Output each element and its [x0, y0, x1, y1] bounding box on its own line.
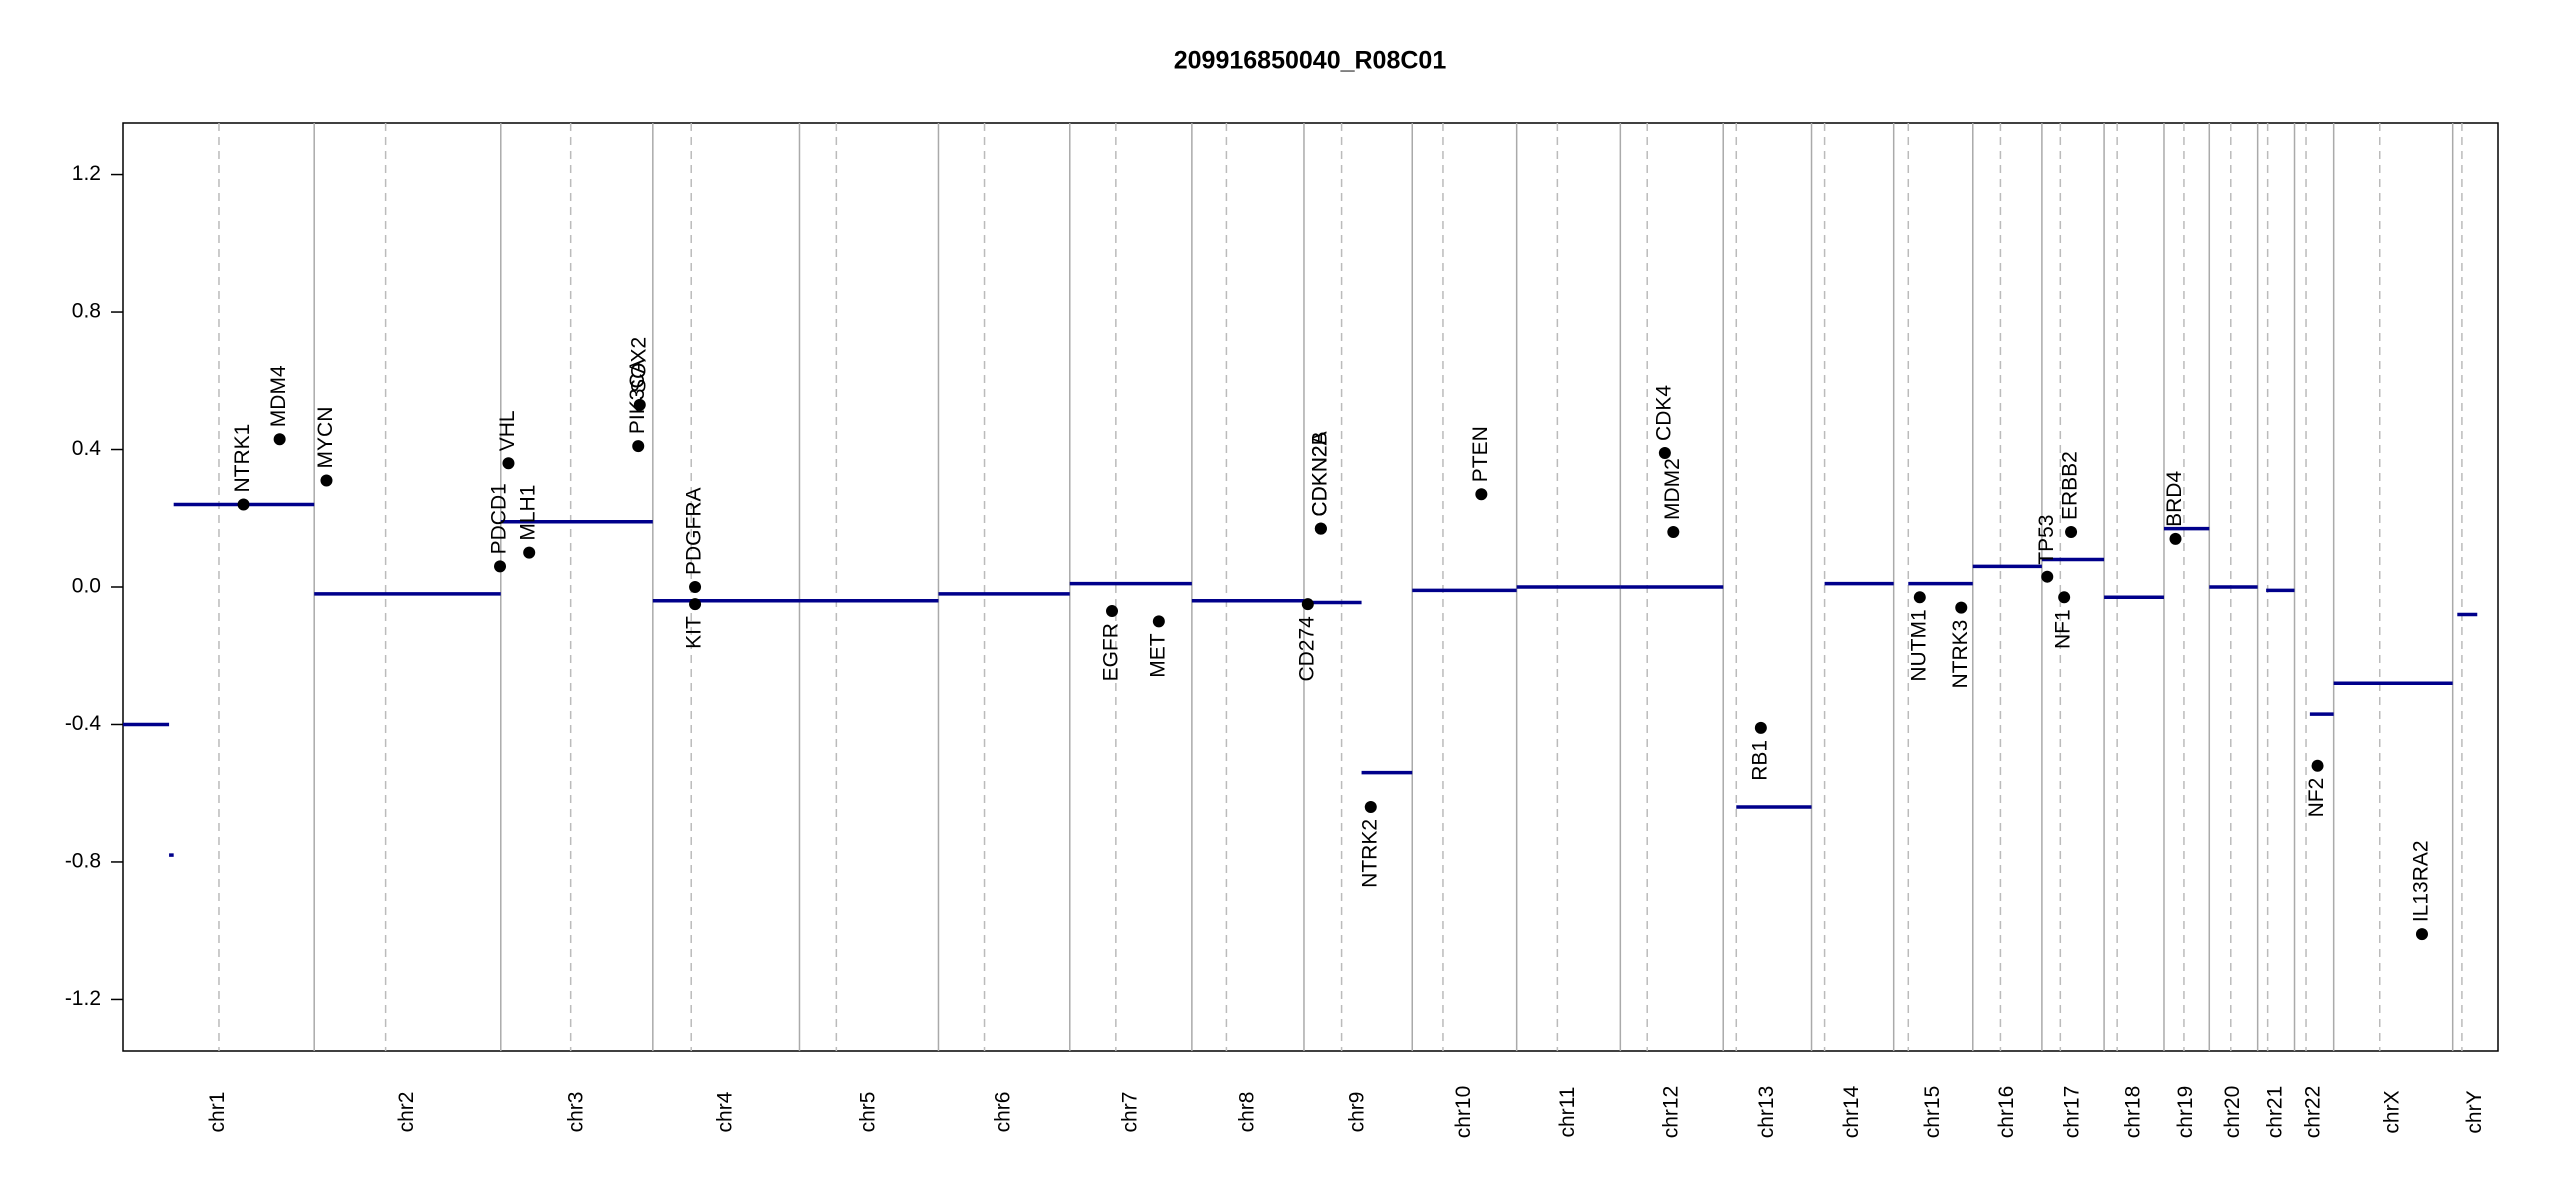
y-tick-label: -1.2 — [65, 987, 101, 1010]
gene-point — [1667, 526, 1680, 539]
chromosome-label: chr8 — [1235, 1092, 1258, 1133]
chromosome-label: chr22 — [2302, 1086, 2325, 1139]
gene-point — [523, 546, 536, 559]
gene-label: EGFR — [1100, 623, 1123, 681]
chart-title: 209916850040_R08C01 — [1174, 47, 1447, 75]
gene-label: MYCN — [314, 407, 337, 469]
gene-label: NF2 — [2305, 778, 2328, 818]
gene-label: MDM2 — [1661, 458, 1684, 520]
y-tick-label: 0.0 — [72, 575, 101, 598]
y-tick-label: 0.4 — [72, 437, 102, 460]
gene-point — [1314, 522, 1327, 535]
chromosome-label: chr19 — [2174, 1086, 2197, 1139]
gene-point — [2058, 591, 2071, 604]
gene-label: PDCD1 — [488, 483, 511, 554]
gene-point — [2041, 570, 2054, 583]
gene-label: ERBB2 — [2059, 451, 2082, 520]
gene-label: MET — [1146, 633, 1169, 678]
gene-label: KIT — [683, 616, 706, 649]
gene-point — [502, 457, 515, 470]
chromosome-label: chr4 — [714, 1091, 737, 1132]
gene-point — [237, 498, 250, 511]
gene-label: PDGFRA — [683, 487, 706, 575]
gene-label: IL13RA2 — [2410, 840, 2433, 922]
gene-label: PTEN — [1469, 426, 1492, 482]
chromosome-label: chr2 — [395, 1092, 418, 1133]
gene-label: BRD4 — [2163, 471, 2186, 527]
chromosome-label: chr10 — [1452, 1086, 1475, 1139]
y-tick-label: -0.8 — [65, 850, 101, 873]
gene-label: NTRK2 — [1358, 819, 1381, 888]
chromosome-label: chr20 — [2221, 1086, 2244, 1139]
gene-point — [1106, 605, 1119, 618]
gene-point — [494, 560, 507, 573]
chromosome-label: chr21 — [2264, 1086, 2287, 1139]
chromosome-label: chr14 — [1840, 1085, 1863, 1138]
gene-point — [689, 581, 702, 593]
gene-label: MLH1 — [517, 485, 540, 541]
chromosome-label: chr3 — [564, 1092, 587, 1133]
gene-label: RB1 — [1748, 740, 1771, 781]
gene-point — [1754, 721, 1767, 734]
gene-label: MDM4 — [267, 365, 290, 427]
gene-point — [1658, 446, 1671, 459]
chromosome-label: chr5 — [857, 1092, 880, 1133]
gene-point — [633, 398, 646, 411]
gene-point — [1955, 601, 1968, 614]
gene-label: CD274 — [1295, 616, 1318, 682]
gene-label: NF1 — [2052, 609, 2075, 649]
y-tick-label: 1.2 — [72, 162, 101, 185]
gene-point — [632, 440, 645, 453]
gene-point — [1152, 615, 1165, 628]
chromosome-label: chr15 — [1921, 1086, 1944, 1139]
chromosome-label: chr9 — [1346, 1092, 1369, 1133]
gene-point — [273, 433, 286, 446]
gene-point — [689, 598, 702, 611]
chromosome-label: chrX — [2381, 1090, 2404, 1133]
chromosome-label: chr16 — [1995, 1086, 2018, 1139]
gene-label: CDKN2B — [1308, 431, 1331, 516]
chromosome-label: chr11 — [1556, 1087, 1579, 1138]
gene-label: VHL — [496, 410, 519, 451]
gene-point — [2065, 526, 2078, 539]
gene-point — [1301, 598, 1314, 611]
gene-point — [2311, 759, 2324, 772]
gene-point — [320, 474, 333, 487]
chromosome-label: chr6 — [992, 1092, 1015, 1133]
chromosome-label: chr1 — [206, 1092, 229, 1133]
chromosome-label: chr18 — [2122, 1086, 2145, 1139]
gene-label: CDKN2A — [1308, 431, 1331, 516]
gene-point — [1913, 591, 1926, 604]
chromosome-label: chr7 — [1118, 1092, 1141, 1133]
gene-label: NTRK3 — [1949, 620, 1972, 689]
y-tick-label: -0.4 — [65, 712, 102, 735]
chromosome-label: chrY — [2463, 1090, 2486, 1133]
chromosome-label: chr17 — [2061, 1086, 2084, 1139]
gene-label: TP53 — [2035, 514, 2058, 564]
chromosome-label: chr13 — [1755, 1086, 1778, 1139]
gene-point — [1364, 800, 1377, 813]
gene-label: CDK4 — [1652, 385, 1675, 441]
gene-label: SOX2 — [627, 337, 650, 393]
gene-point — [2415, 928, 2428, 941]
gene-point — [2169, 532, 2182, 545]
plot-frame — [122, 122, 2499, 1052]
gene-label: NUTM1 — [1907, 609, 1930, 681]
gene-label: PIK3CA — [626, 359, 649, 434]
gene-point — [1475, 488, 1488, 501]
chromosome-label: chr12 — [1659, 1086, 1682, 1139]
y-tick-label: 0.8 — [72, 300, 101, 323]
gene-label: NTRK1 — [231, 424, 254, 493]
